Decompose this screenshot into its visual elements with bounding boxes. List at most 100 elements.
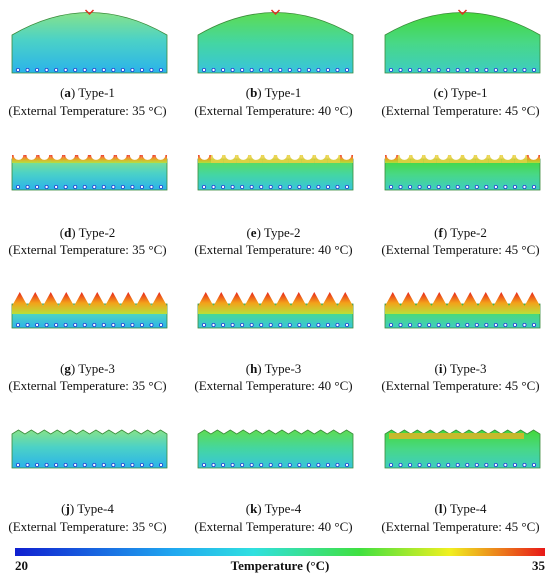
inlet (325, 184, 330, 189)
notch (451, 150, 461, 160)
inlet (158, 184, 163, 189)
inlet (493, 184, 498, 189)
condition: (External Temperature: 45 °C) (381, 103, 539, 118)
caption-part: ( (433, 85, 437, 100)
caption-part: ( (60, 85, 64, 100)
condition: (External Temperature: 35 °C) (8, 242, 166, 257)
notch (155, 150, 166, 160)
inlet (82, 68, 87, 73)
inlet (82, 184, 87, 189)
inlet (201, 462, 206, 467)
inlet (417, 68, 422, 73)
caption-part: b (250, 85, 257, 100)
inlet (335, 322, 340, 327)
inlet (211, 184, 216, 189)
inlet (268, 184, 273, 189)
panel: (c) Type-1 (External Temperature: 45 °C) (381, 9, 541, 118)
inlet (221, 68, 226, 73)
inlet (139, 68, 144, 73)
inlet (240, 462, 245, 467)
inlet (474, 68, 479, 73)
panel: (g) Type-3 (External Temperature: 35 °C) (8, 292, 168, 393)
caption-part: e (251, 225, 257, 240)
inlet (259, 68, 264, 73)
inlet (211, 462, 216, 467)
panel: (f) Type-2 (External Temperature: 45 °C) (381, 150, 541, 257)
caption-part: ( (61, 501, 65, 516)
caption-part: ( (434, 225, 438, 240)
inlet (522, 184, 527, 189)
hot-zone (389, 433, 524, 439)
inlet (287, 322, 292, 327)
panel: (j) Type-4 (External Temperature: 35 °C) (8, 429, 168, 534)
inlet (344, 68, 349, 73)
inlet (111, 68, 116, 73)
inlet (484, 68, 489, 73)
notch (476, 150, 487, 160)
inlet (532, 68, 537, 73)
inlet (427, 322, 432, 327)
notch (302, 150, 313, 160)
inlet (484, 322, 489, 327)
caption-part: ) Type-2 (443, 225, 487, 240)
notch (251, 150, 262, 160)
inlet (335, 462, 340, 467)
contour (197, 158, 354, 191)
inlet (408, 322, 413, 327)
inlet (465, 462, 470, 467)
caption-part: ( (246, 501, 250, 516)
notch (315, 150, 326, 160)
caption-part: ) Type-3 (442, 361, 486, 376)
inlet (512, 184, 517, 189)
notch (528, 150, 539, 160)
caption-part: ) Type-2 (71, 225, 115, 240)
inlet (306, 462, 311, 467)
inlet (455, 322, 460, 327)
notch (91, 150, 101, 160)
hot-zone (12, 292, 167, 314)
inlet (325, 462, 330, 467)
notch (515, 150, 526, 160)
inlet (316, 68, 321, 73)
caption-part: ( (60, 225, 64, 240)
inlet (436, 184, 441, 189)
inlet (493, 322, 498, 327)
notch (399, 150, 410, 160)
inlet (316, 322, 321, 327)
panel: (a) Type-1 (External Temperature: 35 °C) (8, 9, 168, 118)
caption-part: a (64, 85, 71, 100)
inlet (474, 184, 479, 189)
panel: (k) Type-4 (External Temperature: 40 °C) (194, 429, 354, 534)
inlet (388, 322, 393, 327)
inlet (287, 68, 292, 73)
inlet (335, 68, 340, 73)
inlet (92, 184, 97, 189)
inlet (344, 184, 349, 189)
notch (129, 150, 140, 160)
inlet (474, 462, 479, 467)
inlet (278, 462, 283, 467)
condition: (External Temperature: 35 °C) (8, 519, 166, 534)
inlet (522, 322, 527, 327)
inlet (532, 184, 537, 189)
caption: (e) Type-2 (246, 225, 300, 240)
caption: (b) Type-1 (246, 85, 302, 100)
contour (11, 158, 168, 191)
inlet (73, 68, 78, 73)
inlet (139, 184, 144, 189)
caption-part: ) Type-3 (257, 361, 301, 376)
inlet (158, 322, 163, 327)
inlet (130, 184, 135, 189)
colorbar (15, 548, 545, 556)
inlet (503, 462, 508, 467)
condition: (External Temperature: 40 °C) (194, 103, 352, 118)
inlet (297, 68, 302, 73)
inlet (493, 68, 498, 73)
caption: (d) Type-2 (60, 225, 116, 240)
inlet (63, 462, 68, 467)
inlet (149, 462, 154, 467)
inlet (325, 68, 330, 73)
inlet (446, 462, 451, 467)
inlet (465, 184, 470, 189)
inlet (149, 184, 154, 189)
